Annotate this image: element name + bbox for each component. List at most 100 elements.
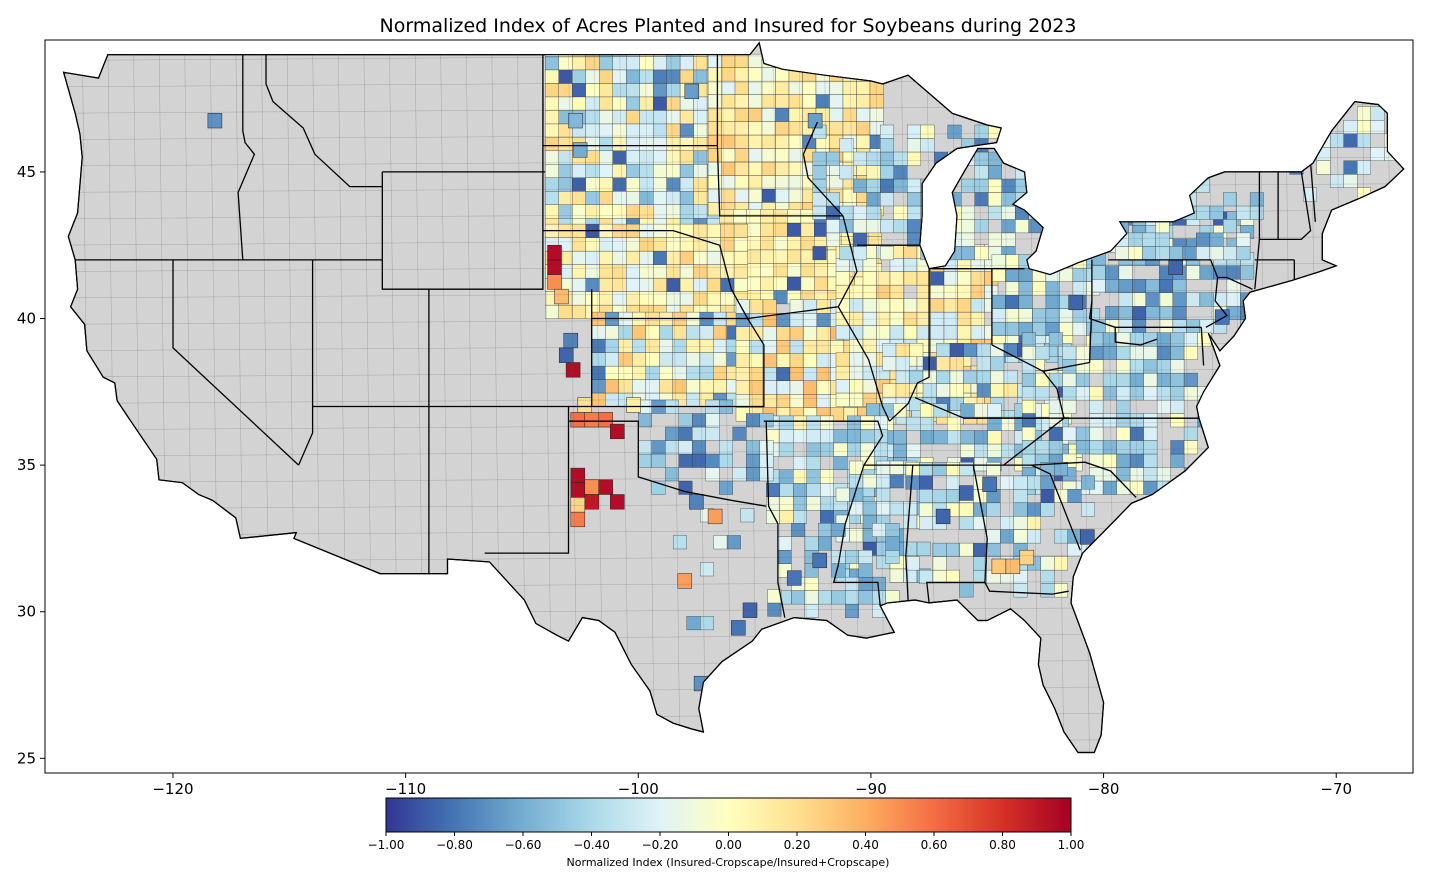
county-cell — [1214, 309, 1230, 325]
county-cell — [835, 257, 850, 272]
county-cell — [1032, 308, 1047, 323]
y-tick-label: 40 — [17, 310, 36, 328]
county-cell — [936, 369, 951, 384]
county-cell — [545, 56, 559, 71]
county-cell — [1223, 219, 1237, 234]
county-cell — [679, 150, 694, 165]
county-cell — [903, 271, 918, 286]
county-cell — [746, 276, 761, 291]
county-cell — [599, 56, 613, 71]
county-cell — [779, 415, 794, 430]
county-cell — [1005, 281, 1020, 296]
county-cell — [1116, 399, 1131, 414]
county-cell — [849, 365, 864, 380]
county-cell — [666, 277, 681, 292]
county-cell — [845, 603, 859, 618]
county-cell — [990, 383, 1005, 398]
county-cell — [639, 277, 654, 292]
county-cell — [1018, 294, 1033, 309]
map-title: Normalized Index of Acres Planted and In… — [380, 15, 1077, 37]
county-cell — [746, 222, 761, 237]
county-cell — [862, 271, 877, 286]
county-cell — [932, 542, 947, 557]
county-cell — [1062, 386, 1077, 401]
county-cell — [626, 83, 640, 98]
county-cell — [907, 124, 921, 139]
state-boundary — [905, 465, 914, 601]
county-cell — [866, 178, 881, 193]
county-cell — [930, 325, 945, 340]
county-cell — [970, 298, 985, 313]
county-cell — [775, 134, 790, 149]
county-cell — [639, 83, 654, 98]
county-cell — [858, 590, 873, 605]
county-cell — [632, 379, 646, 394]
county-cell — [916, 541, 931, 556]
county-cell — [572, 304, 586, 319]
county-cell — [856, 94, 871, 109]
county-cell — [957, 284, 972, 299]
county-cell — [1132, 306, 1147, 320]
county-cell — [734, 175, 749, 190]
county-cell — [1118, 279, 1133, 293]
county-cell — [666, 191, 681, 205]
county-cell — [748, 188, 763, 203]
county-cell — [766, 510, 780, 524]
county-cell — [1142, 232, 1156, 247]
county-cell — [880, 178, 894, 193]
county-cell — [585, 250, 600, 265]
county-cell — [612, 191, 627, 205]
county-cell — [1170, 399, 1185, 414]
county-cell — [1027, 502, 1041, 517]
county-cell — [800, 276, 815, 291]
county-cell — [645, 365, 660, 380]
county-cell — [893, 165, 908, 180]
county-cell — [748, 80, 763, 95]
county-cell — [1048, 372, 1063, 387]
county-cell — [982, 476, 997, 492]
county-cell — [734, 94, 749, 109]
county-cell — [812, 151, 827, 166]
county-cell — [1343, 120, 1358, 134]
county-cell — [653, 237, 667, 252]
county-cell — [906, 416, 921, 431]
county-cell — [815, 94, 830, 109]
county-cell — [735, 367, 750, 381]
county-cell — [919, 489, 933, 503]
county-cell — [889, 568, 904, 583]
county-cell — [986, 462, 1001, 476]
county-cell — [547, 259, 562, 275]
county-cell — [1370, 120, 1385, 134]
county-cell — [949, 356, 964, 371]
county-cell — [713, 325, 727, 340]
county-cell — [693, 150, 708, 165]
county-cell — [903, 298, 918, 313]
county-cell — [610, 494, 625, 510]
county-cell — [1000, 529, 1014, 544]
county-cell — [653, 56, 667, 71]
county-cell — [1018, 308, 1033, 323]
county-cell — [605, 338, 619, 353]
county-cell — [970, 325, 985, 340]
county-cell — [775, 94, 790, 109]
county-cell — [957, 298, 972, 313]
colorbar-tick-label: −1.00 — [368, 838, 405, 852]
county-cell — [659, 365, 673, 380]
county-cell — [835, 379, 850, 394]
state-boundary — [1259, 171, 1312, 241]
state-boundary — [1205, 277, 1228, 328]
county-cell — [748, 161, 763, 176]
county-cell — [988, 165, 1002, 180]
county-cell — [762, 380, 777, 395]
state-boundary — [837, 306, 891, 422]
county-cell — [719, 440, 733, 455]
county-cell — [1040, 583, 1055, 598]
county-cell — [1240, 265, 1255, 280]
county-cell — [907, 178, 921, 193]
county-cell — [585, 83, 600, 98]
county-cell — [1143, 467, 1158, 482]
county-cell — [1132, 319, 1147, 334]
county-cell — [713, 338, 727, 353]
county-cell — [721, 107, 736, 122]
county-cell — [679, 250, 694, 265]
